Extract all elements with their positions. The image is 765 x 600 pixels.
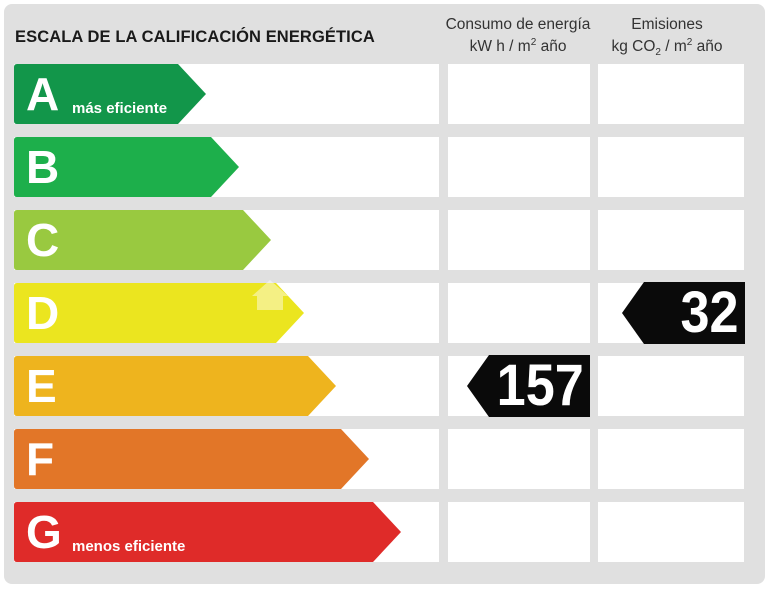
consumption-cell	[448, 502, 590, 562]
rating-arrow-c: C	[14, 210, 271, 270]
consumption-value-badge-shape	[467, 355, 590, 417]
rating-letter: G	[26, 506, 62, 558]
consumption-value-badge-value: 157	[496, 353, 584, 418]
consumption-cell	[448, 137, 590, 197]
rating-letter: D	[26, 287, 60, 339]
emissions-value-badge: 32	[622, 282, 745, 344]
rating-caption: más eficiente	[72, 100, 168, 117]
emissions-value-badge-shape	[622, 282, 745, 344]
emissions-header-line1: Emisiones	[631, 16, 703, 33]
consumption-cell	[448, 429, 590, 489]
rating-letter: C	[26, 214, 60, 266]
rating-arrow-b: B	[14, 137, 239, 197]
rating-arrow-e: E	[14, 356, 336, 416]
consumption-cell	[448, 64, 590, 124]
rating-letter: B	[26, 141, 60, 193]
emissions-header-line2: kg CO2 / m2 año	[611, 36, 723, 59]
consumption-cell	[448, 283, 590, 343]
consumption-header-line2: kW h / m2 año	[469, 36, 567, 55]
rating-arrow-shape	[14, 64, 206, 124]
consumption-column-header: Consumo de energía kW h / m2 año	[438, 14, 598, 58]
rating-arrow-shape	[14, 137, 239, 197]
rating-arrow-shape	[14, 502, 401, 562]
emissions-cell	[598, 502, 744, 562]
rating-arrow-shape	[14, 356, 336, 416]
page-title: ESCALA DE LA CALIFICACIÓN ENERGÉTICA	[15, 28, 375, 46]
consumption-value-badge: 157	[467, 355, 590, 417]
emissions-cell	[598, 64, 744, 124]
emissions-value-badge-value: 32	[680, 280, 739, 345]
emissions-cell	[598, 137, 744, 197]
rating-letter: A	[26, 68, 60, 120]
rating-arrow-shape	[14, 283, 304, 343]
emissions-cell	[598, 356, 744, 416]
consumption-header-line1: Consumo de energía	[445, 16, 591, 33]
consumption-cell	[448, 210, 590, 270]
house-icon	[252, 280, 288, 310]
rating-letter: F	[26, 433, 55, 485]
emissions-cell	[598, 429, 744, 489]
rating-letter: E	[26, 360, 57, 412]
watermark: habitaclia	[250, 278, 421, 312]
rating-arrow-shape	[14, 210, 271, 270]
watermark-text: habitaclia	[296, 279, 421, 310]
emissions-cell	[598, 210, 744, 270]
rating-arrow-f: F	[14, 429, 369, 489]
emissions-column-header: Emisiones kg CO2 / m2 año	[592, 14, 742, 58]
rating-arrow-shape	[14, 429, 369, 489]
rating-arrow-d: D	[14, 283, 304, 343]
rating-caption: menos eficiente	[72, 538, 186, 555]
